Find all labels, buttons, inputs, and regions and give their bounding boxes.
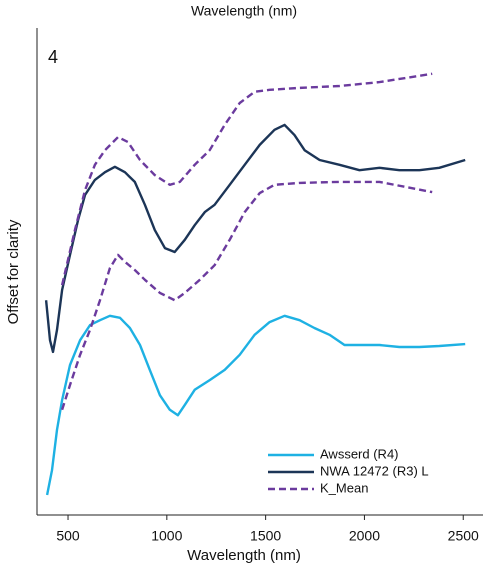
legend-label: NWA 12472 (R3) L	[320, 463, 429, 478]
series-line	[44, 123, 466, 354]
panel-label: 4	[48, 47, 58, 67]
legend-label: K_Mean	[320, 480, 368, 495]
x-tick-label: 1000	[151, 528, 182, 544]
series-line	[45, 314, 466, 496]
chart-title: Wavelength (nm)	[191, 3, 297, 19]
legend-label: Awsserd (R4)	[320, 446, 399, 461]
x-axis-label: Wavelength (nm)	[187, 547, 301, 564]
y-axis-label: Offset for clarity	[5, 219, 22, 324]
x-tick-label: 1500	[250, 528, 281, 544]
x-tick-label: 500	[56, 528, 80, 544]
x-tick-label: 2500	[448, 528, 479, 544]
series-line	[60, 72, 433, 411]
x-tick-label: 2000	[349, 528, 380, 544]
